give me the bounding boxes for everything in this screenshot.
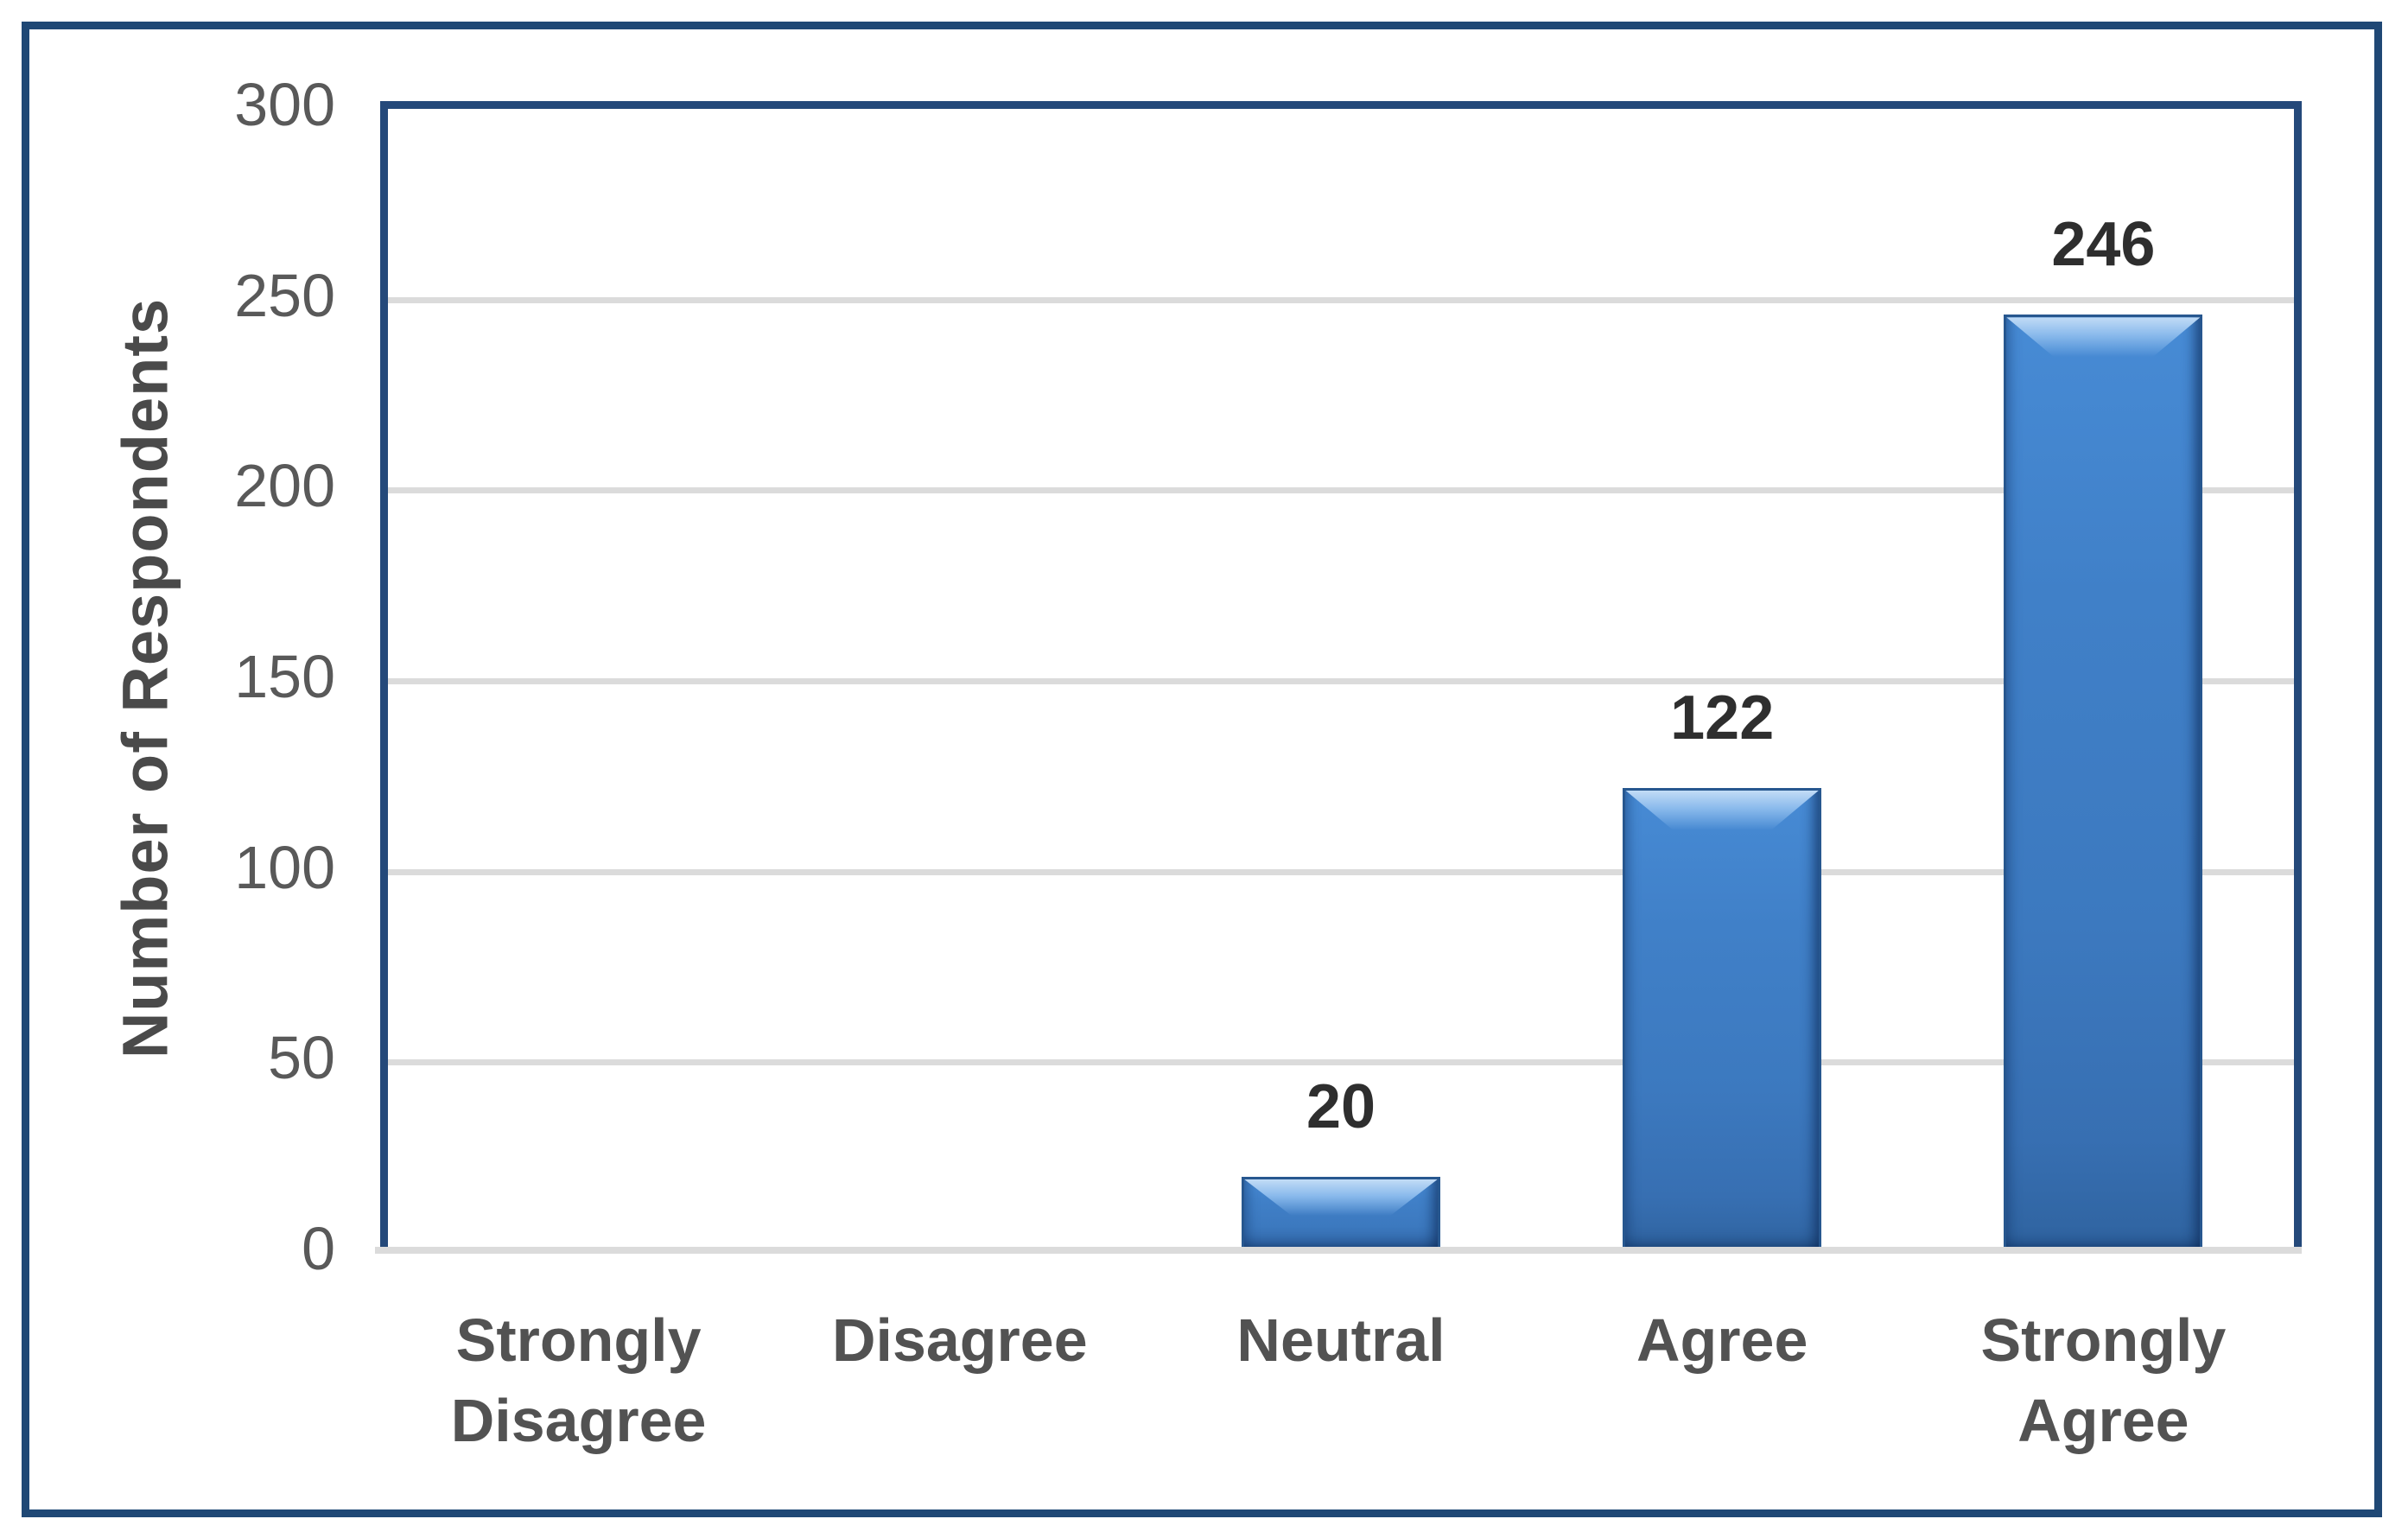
y-tick-label-100: 100 xyxy=(234,833,335,901)
category-slot-3: 20 xyxy=(1150,109,1531,1253)
y-tick-label-50: 50 xyxy=(268,1024,335,1092)
x-label-neutral: Neutral xyxy=(1236,1306,1445,1374)
x-label-disagree: Disagree xyxy=(831,1306,1088,1374)
gridline-100 xyxy=(388,868,2294,875)
gridline-250 xyxy=(388,296,2294,303)
gridline-200 xyxy=(388,487,2294,494)
gridline-50 xyxy=(388,1059,2294,1066)
category-slot-5: 246 xyxy=(1913,109,2294,1253)
data-label-agree: 122 xyxy=(1670,683,1775,753)
y-tick-label-300: 300 xyxy=(234,71,335,138)
data-label-strongly-agree: 246 xyxy=(2051,210,2156,280)
category-slot-1 xyxy=(388,109,769,1253)
y-tick-label-0: 0 xyxy=(302,1215,335,1282)
bar-neutral xyxy=(1241,1176,1440,1253)
category-slot-4: 122 xyxy=(1532,109,1913,1253)
y-tick-label-150: 150 xyxy=(234,643,335,710)
y-tick-label-250: 250 xyxy=(234,261,335,329)
data-label-neutral: 20 xyxy=(1306,1071,1376,1141)
bar-agree xyxy=(1623,787,1822,1253)
x-axis-line xyxy=(375,1247,2302,1254)
x-label-strongly-disagree: Strongly Disagree xyxy=(450,1306,707,1455)
x-label-agree: Agree xyxy=(1636,1306,1808,1374)
x-label-strongly-agree: Strongly Agree xyxy=(1980,1306,2227,1455)
plot-area: 20 122 246 xyxy=(380,101,2302,1253)
bar-strongly-agree xyxy=(2004,315,2203,1253)
x-axis-category-labels: Strongly Disagree Disagree Neutral Agree Str… xyxy=(388,1300,2294,1461)
y-tick-label-200: 200 xyxy=(234,452,335,520)
gridline-150 xyxy=(388,678,2294,684)
category-slot-2 xyxy=(769,109,1150,1253)
